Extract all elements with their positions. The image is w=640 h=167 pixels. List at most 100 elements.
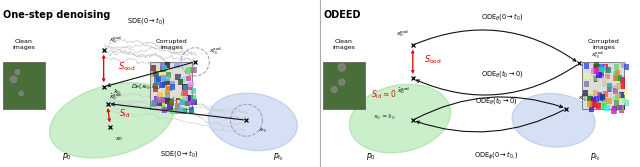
Text: $x_0^{\rm ood}$: $x_0^{\rm ood}$ (109, 35, 122, 45)
FancyBboxPatch shape (178, 107, 183, 113)
Ellipse shape (349, 84, 451, 153)
FancyBboxPatch shape (152, 71, 157, 77)
FancyBboxPatch shape (621, 98, 627, 103)
FancyBboxPatch shape (177, 100, 182, 106)
FancyBboxPatch shape (623, 89, 628, 95)
FancyBboxPatch shape (607, 83, 612, 89)
FancyBboxPatch shape (169, 99, 174, 105)
Text: $\mathrm{ODE}_\theta(t_0 \rightarrow 0)$: $\mathrm{ODE}_\theta(t_0 \rightarrow 0)$ (481, 68, 524, 79)
FancyBboxPatch shape (620, 107, 625, 113)
FancyBboxPatch shape (153, 86, 158, 92)
FancyBboxPatch shape (614, 64, 619, 70)
FancyBboxPatch shape (616, 93, 621, 99)
FancyBboxPatch shape (605, 93, 611, 99)
FancyBboxPatch shape (593, 75, 598, 81)
Text: $S_{\rm ood}$: $S_{\rm ood}$ (424, 54, 442, 66)
FancyBboxPatch shape (588, 101, 593, 107)
FancyBboxPatch shape (170, 85, 175, 90)
Text: ODEED: ODEED (323, 10, 361, 20)
Text: $\mathrm{ODE}_\phi(0 \rightarrow t_{0,})$: $\mathrm{ODE}_\phi(0 \rightarrow t_{0,})… (474, 149, 518, 161)
FancyBboxPatch shape (156, 69, 161, 75)
Text: $\hat{x}_0^{\rm ood}$: $\hat{x}_0^{\rm ood}$ (109, 92, 122, 102)
FancyBboxPatch shape (188, 96, 193, 102)
FancyBboxPatch shape (185, 101, 190, 107)
FancyBboxPatch shape (596, 93, 602, 99)
FancyBboxPatch shape (153, 83, 158, 89)
FancyBboxPatch shape (624, 64, 629, 70)
FancyBboxPatch shape (150, 62, 192, 109)
FancyBboxPatch shape (617, 105, 622, 110)
FancyBboxPatch shape (182, 108, 187, 114)
FancyBboxPatch shape (166, 72, 172, 78)
FancyBboxPatch shape (588, 95, 593, 101)
FancyBboxPatch shape (186, 67, 191, 73)
FancyBboxPatch shape (613, 71, 618, 76)
Text: $\hat{x}_0^{\rm ood}$: $\hat{x}_0^{\rm ood}$ (397, 85, 410, 96)
FancyBboxPatch shape (594, 96, 599, 102)
FancyBboxPatch shape (3, 62, 45, 109)
FancyBboxPatch shape (599, 64, 604, 70)
FancyBboxPatch shape (188, 95, 193, 101)
FancyBboxPatch shape (178, 104, 183, 109)
FancyBboxPatch shape (599, 69, 604, 75)
FancyBboxPatch shape (183, 96, 188, 101)
FancyBboxPatch shape (161, 99, 166, 105)
Text: $x_{t_0}^{\rm ood}$: $x_{t_0}^{\rm ood}$ (591, 49, 604, 61)
Text: $S_{\rm id} \approx 0$: $S_{\rm id} \approx 0$ (371, 89, 397, 101)
FancyBboxPatch shape (161, 75, 166, 81)
FancyBboxPatch shape (185, 68, 190, 74)
FancyBboxPatch shape (602, 91, 608, 97)
FancyBboxPatch shape (599, 73, 604, 79)
FancyBboxPatch shape (612, 108, 618, 114)
Text: Corrupted
images: Corrupted images (156, 39, 188, 50)
FancyBboxPatch shape (168, 100, 173, 106)
FancyBboxPatch shape (618, 105, 624, 111)
FancyBboxPatch shape (620, 105, 625, 110)
FancyBboxPatch shape (165, 92, 170, 98)
FancyBboxPatch shape (189, 107, 194, 113)
FancyBboxPatch shape (162, 65, 167, 71)
FancyBboxPatch shape (600, 96, 606, 102)
FancyBboxPatch shape (584, 81, 589, 87)
FancyBboxPatch shape (591, 68, 596, 74)
FancyBboxPatch shape (584, 63, 589, 69)
FancyBboxPatch shape (623, 100, 628, 106)
FancyBboxPatch shape (601, 65, 606, 71)
Text: $x_{t_0}$: $x_{t_0}$ (258, 126, 267, 135)
FancyBboxPatch shape (156, 76, 161, 82)
FancyBboxPatch shape (600, 94, 605, 100)
Text: $p_{t_0}$: $p_{t_0}$ (589, 151, 601, 163)
FancyBboxPatch shape (164, 97, 170, 102)
FancyBboxPatch shape (588, 90, 593, 96)
FancyBboxPatch shape (190, 99, 195, 105)
Text: $x_0^{\rm ood}$: $x_0^{\rm ood}$ (396, 28, 410, 39)
FancyBboxPatch shape (596, 72, 602, 78)
FancyBboxPatch shape (593, 64, 598, 70)
FancyBboxPatch shape (165, 62, 170, 68)
FancyBboxPatch shape (621, 62, 627, 68)
FancyBboxPatch shape (170, 108, 175, 114)
Ellipse shape (338, 64, 346, 71)
FancyBboxPatch shape (156, 97, 161, 103)
Text: One-step denoising: One-step denoising (3, 10, 111, 20)
FancyBboxPatch shape (180, 91, 186, 96)
FancyBboxPatch shape (606, 67, 611, 73)
FancyBboxPatch shape (590, 101, 595, 107)
FancyBboxPatch shape (164, 79, 169, 85)
FancyBboxPatch shape (180, 100, 185, 105)
Text: Corrupted
images: Corrupted images (588, 39, 620, 50)
FancyBboxPatch shape (157, 92, 163, 98)
FancyBboxPatch shape (184, 100, 189, 106)
FancyBboxPatch shape (187, 85, 192, 90)
FancyBboxPatch shape (156, 100, 161, 106)
FancyBboxPatch shape (594, 68, 600, 74)
FancyBboxPatch shape (161, 63, 166, 69)
FancyBboxPatch shape (616, 84, 621, 89)
FancyBboxPatch shape (597, 76, 602, 82)
Ellipse shape (208, 93, 298, 151)
FancyBboxPatch shape (166, 72, 171, 78)
FancyBboxPatch shape (597, 92, 602, 98)
FancyBboxPatch shape (595, 64, 600, 69)
FancyBboxPatch shape (189, 67, 195, 73)
FancyBboxPatch shape (151, 65, 156, 71)
